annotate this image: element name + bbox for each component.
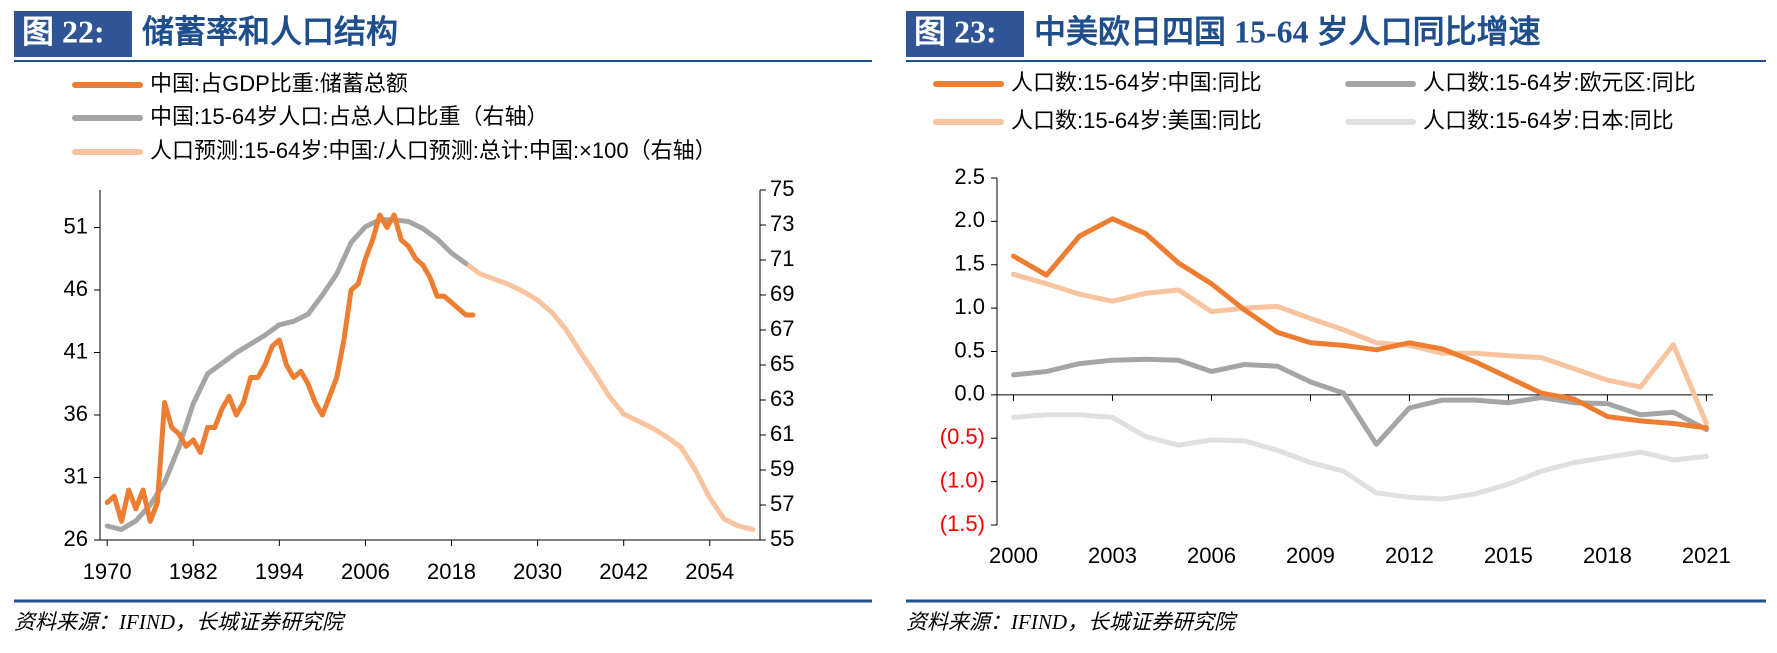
y-tick-label: 31 [64, 463, 88, 488]
x-tick-label: 2030 [513, 559, 562, 584]
y2-tick-label: 73 [770, 211, 794, 236]
x-tick-label: 2006 [1187, 543, 1236, 568]
chart-title: 储蓄率和人口结构 [142, 13, 398, 49]
series-line [463, 261, 756, 532]
figure-label-box [906, 11, 1024, 57]
legend-label: 人口数:15-64岁:欧元区:同比 [1423, 70, 1696, 95]
y2-tick-label: 63 [770, 386, 794, 411]
x-tick-label: 1994 [255, 559, 304, 584]
y-tick-label: 2.5 [954, 164, 985, 189]
y2-tick-label: 71 [770, 246, 794, 271]
y-tick-label: (1.0) [940, 467, 985, 492]
y-tick-label: (1.5) [940, 511, 985, 536]
y-tick-label: 1.0 [954, 294, 985, 319]
series-line [104, 217, 469, 532]
x-tick-label: 2042 [599, 559, 648, 584]
x-tick-label: 2015 [1484, 543, 1533, 568]
x-tick-label: 1970 [83, 559, 132, 584]
series-line [1011, 271, 1709, 426]
legend-label: 人口预测:15-64岁:中国:/人口预测:总计:中国:×100（右轴） [150, 138, 717, 163]
x-tick-label: 2018 [1583, 543, 1632, 568]
series-line [1011, 216, 1709, 431]
y-tick-label: 41 [64, 338, 88, 363]
source-note: 资料来源：IFIND，长城证券研究院 [14, 610, 346, 634]
series-line [1011, 356, 1709, 447]
x-tick-label: 2006 [341, 559, 390, 584]
y-tick-label: 46 [64, 276, 88, 301]
y2-tick-label: 61 [770, 421, 794, 446]
y-tick-label: 1.5 [954, 251, 985, 276]
figure-label: 图 22: [22, 13, 105, 49]
y-tick-label: 51 [64, 213, 88, 238]
x-tick-label: 1982 [169, 559, 218, 584]
source-note: 资料来源：IFIND，长城证券研究院 [906, 610, 1238, 634]
y2-tick-label: 59 [770, 456, 794, 481]
x-tick-label: 2054 [685, 559, 734, 584]
x-tick-label: 2003 [1088, 543, 1137, 568]
legend-label: 人口数:15-64岁:中国:同比 [1011, 70, 1262, 95]
y2-tick-label: 75 [770, 176, 794, 201]
y2-tick-label: 65 [770, 351, 794, 376]
y-tick-label: 0.5 [954, 337, 985, 362]
x-tick-label: 2012 [1385, 543, 1434, 568]
y2-tick-label: 67 [770, 316, 794, 341]
figure-label: 图 23: [914, 13, 997, 49]
y-tick-label: 2.0 [954, 207, 985, 232]
y2-tick-label: 69 [770, 281, 794, 306]
y2-tick-label: 57 [770, 491, 794, 516]
chart-title: 中美欧日四国 15-64 岁人口同比增速 [1034, 13, 1541, 49]
legend-label: 人口数:15-64岁:日本:同比 [1423, 108, 1674, 133]
legend-label: 中国:占GDP比重:储蓄总额 [150, 71, 408, 96]
x-tick-label: 2018 [427, 559, 476, 584]
legend-label: 中国:15-64岁人口:占总人口比重（右轴） [150, 104, 549, 129]
legend-label: 人口数:15-64岁:美国:同比 [1011, 108, 1262, 133]
x-tick-label: 2000 [989, 543, 1038, 568]
y-tick-label: 0.0 [954, 381, 985, 406]
y-tick-label: 26 [64, 526, 88, 551]
y-tick-label: (0.5) [940, 424, 985, 449]
x-tick-label: 2021 [1682, 543, 1731, 568]
x-tick-label: 2009 [1286, 543, 1335, 568]
series-line [1011, 412, 1709, 502]
y-tick-label: 36 [64, 401, 88, 426]
figure-label-box [14, 11, 132, 57]
series-line [104, 212, 476, 524]
y2-tick-label: 55 [770, 526, 794, 551]
